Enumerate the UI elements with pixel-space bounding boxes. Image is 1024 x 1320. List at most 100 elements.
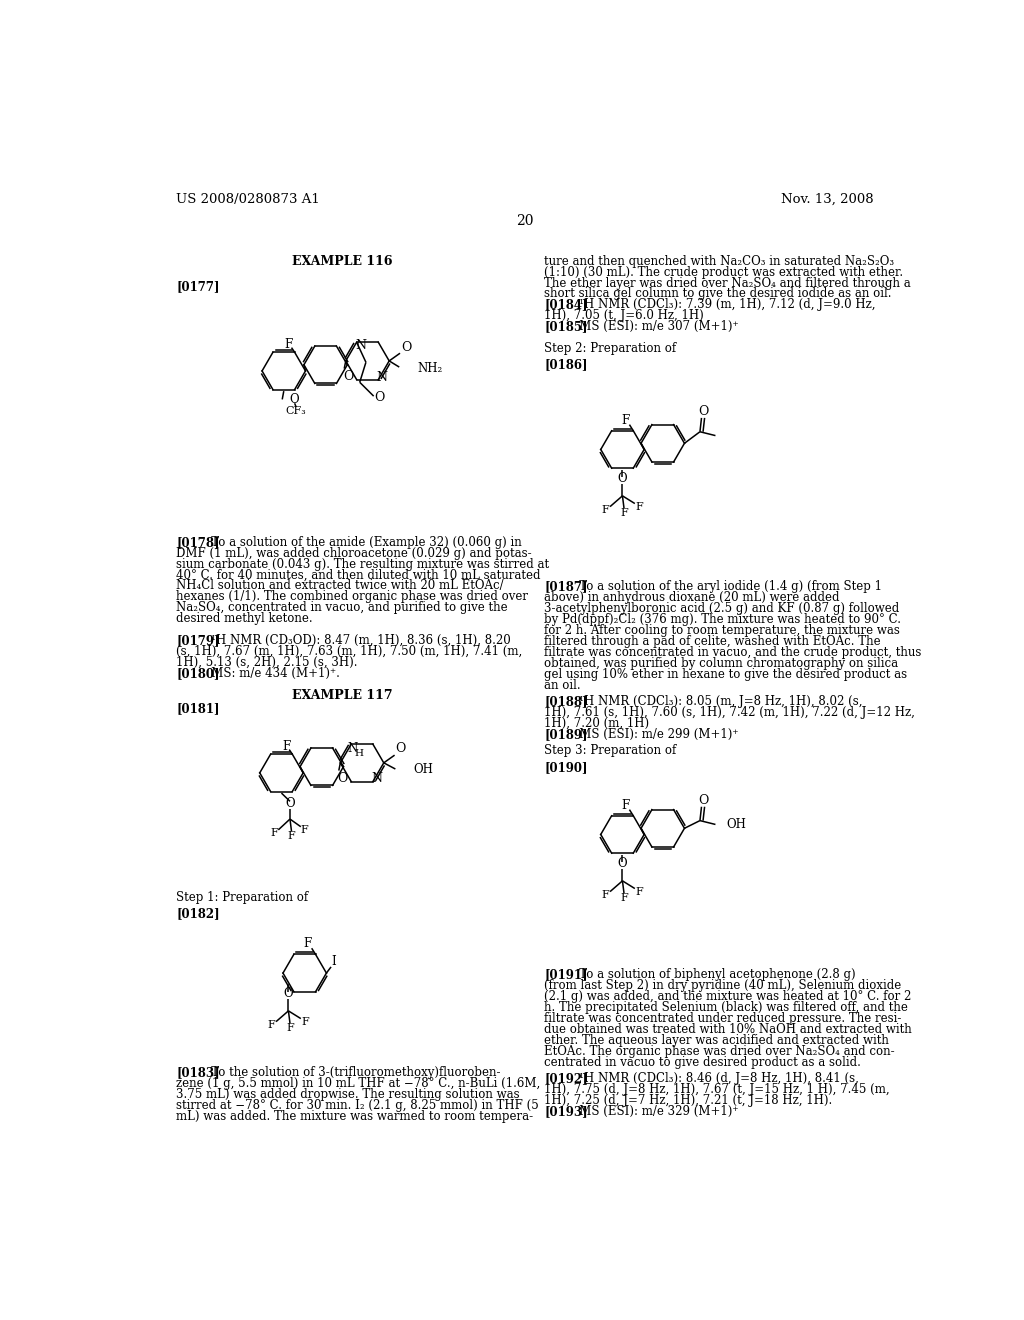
- Text: MS (ESI): m/e 329 (M+1)⁺: MS (ESI): m/e 329 (M+1)⁺: [568, 1105, 738, 1118]
- Text: MS: m/e 434 (M+1)⁺.: MS: m/e 434 (M+1)⁺.: [200, 667, 340, 680]
- Text: To the solution of 3-(trifluoromethoxy)fluoroben-: To the solution of 3-(trifluoromethoxy)f…: [200, 1067, 501, 1078]
- Text: desired methyl ketone.: desired methyl ketone.: [176, 612, 312, 626]
- Text: filtrate was concentrated under reduced pressure. The resi-: filtrate was concentrated under reduced …: [544, 1012, 901, 1026]
- Text: Step 1: Preparation of: Step 1: Preparation of: [176, 891, 308, 904]
- Text: stirred at −78° C. for 30 min. I₂ (2.1 g, 8.25 mmol) in THF (5: stirred at −78° C. for 30 min. I₂ (2.1 g…: [176, 1098, 539, 1111]
- Text: O: O: [617, 858, 628, 870]
- Text: gel using 10% ether in hexane to give the desired product as: gel using 10% ether in hexane to give th…: [544, 668, 907, 681]
- Text: EXAMPLE 116: EXAMPLE 116: [293, 255, 393, 268]
- Text: To a solution of biphenyl acetophenone (2.8 g): To a solution of biphenyl acetophenone (…: [568, 969, 855, 982]
- Text: mL) was added. The mixture was warmed to room tempera-: mL) was added. The mixture was warmed to…: [176, 1110, 534, 1123]
- Text: zene (1 g, 5.5 mmol) in 10 mL THF at −78° C., n-BuLi (1.6M,: zene (1 g, 5.5 mmol) in 10 mL THF at −78…: [176, 1077, 541, 1090]
- Text: O: O: [338, 772, 348, 785]
- Text: (1:10) (30 mL). The crude product was extracted with ether.: (1:10) (30 mL). The crude product was ex…: [544, 265, 903, 279]
- Text: NH₂: NH₂: [417, 362, 442, 375]
- Text: [0181]: [0181]: [176, 702, 219, 715]
- Text: F: F: [622, 799, 630, 812]
- Text: [0183]: [0183]: [176, 1067, 220, 1078]
- Text: short silica gel column to give the desired iodide as an oil.: short silica gel column to give the desi…: [544, 288, 892, 301]
- Text: F: F: [636, 887, 643, 896]
- Text: F: F: [601, 504, 609, 515]
- Text: NH₄Cl solution and extracted twice with 20 mL EtOAc/: NH₄Cl solution and extracted twice with …: [176, 579, 504, 593]
- Text: 1H), 7.05 (t, J=6.0 Hz, 1H): 1H), 7.05 (t, J=6.0 Hz, 1H): [544, 309, 703, 322]
- Text: 1H), 7.20 (m, 1H): 1H), 7.20 (m, 1H): [544, 717, 649, 730]
- Text: N: N: [355, 339, 366, 352]
- Text: ¹H NMR (CDCl₃): 7.39 (m, 1H), 7.12 (d, J=9.0 Hz,: ¹H NMR (CDCl₃): 7.39 (m, 1H), 7.12 (d, J…: [568, 298, 876, 312]
- Text: N: N: [347, 742, 357, 755]
- Text: F: F: [636, 502, 643, 512]
- Text: F: F: [285, 338, 293, 351]
- Text: F: F: [301, 825, 308, 834]
- Text: (2.1 g) was added, and the mixture was heated at 10° C. for 2: (2.1 g) was added, and the mixture was h…: [544, 990, 911, 1003]
- Text: OH: OH: [726, 818, 746, 832]
- Text: O: O: [698, 795, 709, 807]
- Text: [0189]: [0189]: [544, 727, 588, 741]
- Text: [0178]: [0178]: [176, 536, 219, 549]
- Text: [0177]: [0177]: [176, 280, 219, 293]
- Text: F: F: [302, 1016, 309, 1027]
- Text: 3.75 mL) was added dropwise. The resulting solution was: 3.75 mL) was added dropwise. The resulti…: [176, 1088, 519, 1101]
- Text: obtained, was purified by column chromatography on silica: obtained, was purified by column chromat…: [544, 657, 898, 669]
- Text: centrated in vacuo to give desired product as a solid.: centrated in vacuo to give desired produ…: [544, 1056, 861, 1069]
- Text: (s, 1H), 7.67 (m, 1H), 7.63 (m, 1H), 7.50 (m, 1H), 7.41 (m,: (s, 1H), 7.67 (m, 1H), 7.63 (m, 1H), 7.5…: [176, 645, 522, 659]
- Text: F: F: [304, 937, 312, 950]
- Text: [0180]: [0180]: [176, 667, 219, 680]
- Text: [0185]: [0185]: [544, 321, 588, 333]
- Text: filtrate was concentrated in vacuo, and the crude product, thus: filtrate was concentrated in vacuo, and …: [544, 645, 922, 659]
- Text: F: F: [286, 1023, 294, 1032]
- Text: O: O: [698, 405, 709, 418]
- Text: DMF (1 mL), was added chloroacetone (0.029 g) and potas-: DMF (1 mL), was added chloroacetone (0.0…: [176, 546, 531, 560]
- Text: Nov. 13, 2008: Nov. 13, 2008: [781, 193, 873, 206]
- Text: O: O: [343, 370, 353, 383]
- Text: [0188]: [0188]: [544, 696, 588, 708]
- Text: filtered through a pad of celite, washed with EtOAc. The: filtered through a pad of celite, washed…: [544, 635, 881, 648]
- Text: [0182]: [0182]: [176, 907, 220, 920]
- Text: ether. The aqueous layer was acidified and extracted with: ether. The aqueous layer was acidified a…: [544, 1034, 889, 1047]
- Text: above) in anhydrous dioxane (20 mL) were added: above) in anhydrous dioxane (20 mL) were…: [544, 591, 840, 605]
- Text: F: F: [270, 828, 279, 838]
- Text: To a solution of the amide (Example 32) (0.060 g) in: To a solution of the amide (Example 32) …: [200, 536, 521, 549]
- Text: F: F: [288, 832, 295, 841]
- Text: due obtained was treated with 10% NaOH and extracted with: due obtained was treated with 10% NaOH a…: [544, 1023, 912, 1036]
- Text: MS (ESI): m/e 299 (M+1)⁺: MS (ESI): m/e 299 (M+1)⁺: [568, 727, 738, 741]
- Text: N: N: [377, 371, 388, 384]
- Text: N: N: [372, 772, 382, 785]
- Text: O: O: [285, 797, 295, 810]
- Text: [0184]: [0184]: [544, 298, 588, 312]
- Text: O: O: [290, 393, 299, 407]
- Text: F: F: [282, 741, 290, 752]
- Text: F: F: [622, 413, 630, 426]
- Text: [0187]: [0187]: [544, 581, 588, 594]
- Text: O: O: [617, 473, 628, 486]
- Text: I: I: [332, 954, 337, 968]
- Text: ¹H NMR (CDCl₃): 8.05 (m, J=8 Hz, 1H), 8.02 (s,: ¹H NMR (CDCl₃): 8.05 (m, J=8 Hz, 1H), 8.…: [568, 696, 862, 708]
- Text: sium carbonate (0.043 g). The resulting mixture was stirred at: sium carbonate (0.043 g). The resulting …: [176, 557, 549, 570]
- Text: 3-acetylphenylboronic acid (2.5 g) and KF (0.87 g) followed: 3-acetylphenylboronic acid (2.5 g) and K…: [544, 602, 899, 615]
- Text: [0191]: [0191]: [544, 969, 588, 982]
- Text: Step 3: Preparation of: Step 3: Preparation of: [544, 744, 677, 758]
- Text: 1H), 5.13 (s, 2H), 2.15 (s, 3H).: 1H), 5.13 (s, 2H), 2.15 (s, 3H).: [176, 656, 357, 669]
- Text: The ether layer was dried over Na₂SO₄ and filtered through a: The ether layer was dried over Na₂SO₄ an…: [544, 276, 911, 289]
- Text: ¹H NMR (CDCl₃): 8.46 (d, J=8 Hz, 1H), 8.41 (s,: ¹H NMR (CDCl₃): 8.46 (d, J=8 Hz, 1H), 8.…: [568, 1072, 859, 1085]
- Text: F: F: [601, 890, 609, 900]
- Text: EtOAc. The organic phase was dried over Na₂SO₄ and con-: EtOAc. The organic phase was dried over …: [544, 1045, 895, 1057]
- Text: MS (ESI): m/e 307 (M+1)⁺: MS (ESI): m/e 307 (M+1)⁺: [568, 321, 738, 333]
- Text: O: O: [401, 341, 412, 354]
- Text: 1H), 7.25 (d, J=7 Hz, 1H), 7.21 (t, J=18 Hz, 1H).: 1H), 7.25 (d, J=7 Hz, 1H), 7.21 (t, J=18…: [544, 1094, 833, 1107]
- Text: [0179]: [0179]: [176, 634, 219, 647]
- Text: 20: 20: [516, 214, 534, 228]
- Text: 1H), 7.61 (s, 1H), 7.60 (s, 1H), 7.42 (m, 1H), 7.22 (d, J=12 Hz,: 1H), 7.61 (s, 1H), 7.60 (s, 1H), 7.42 (m…: [544, 706, 915, 719]
- Text: Step 2: Preparation of: Step 2: Preparation of: [544, 342, 676, 355]
- Text: (from last Step 2) in dry pyridine (40 mL), Selenium dioxide: (from last Step 2) in dry pyridine (40 m…: [544, 979, 901, 993]
- Text: US 2008/0280873 A1: US 2008/0280873 A1: [176, 193, 319, 206]
- Text: 40° C. for 40 minutes, and then diluted with 10 mL saturated: 40° C. for 40 minutes, and then diluted …: [176, 569, 541, 582]
- Text: for 2 h. After cooling to room temperature, the mixture was: for 2 h. After cooling to room temperatu…: [544, 624, 900, 638]
- Text: by Pd(dppf)₂Cl₂ (376 mg). The mixture was heated to 90° C.: by Pd(dppf)₂Cl₂ (376 mg). The mixture wa…: [544, 614, 901, 626]
- Text: Na₂SO₄, concentrated in vacuo, and purified to give the: Na₂SO₄, concentrated in vacuo, and purif…: [176, 602, 508, 614]
- Text: To a solution of the aryl iodide (1.4 g) (from Step 1: To a solution of the aryl iodide (1.4 g)…: [568, 581, 882, 594]
- Text: [0193]: [0193]: [544, 1105, 588, 1118]
- Text: ¹H NMR (CD₃OD): 8.47 (m, 1H), 8.36 (s, 1H), 8.20: ¹H NMR (CD₃OD): 8.47 (m, 1H), 8.36 (s, 1…: [200, 634, 511, 647]
- Text: ture and then quenched with Na₂CO₃ in saturated Na₂S₂O₃: ture and then quenched with Na₂CO₃ in sa…: [544, 255, 894, 268]
- Text: hexanes (1/1). The combined organic phase was dried over: hexanes (1/1). The combined organic phas…: [176, 590, 528, 603]
- Text: an oil.: an oil.: [544, 678, 581, 692]
